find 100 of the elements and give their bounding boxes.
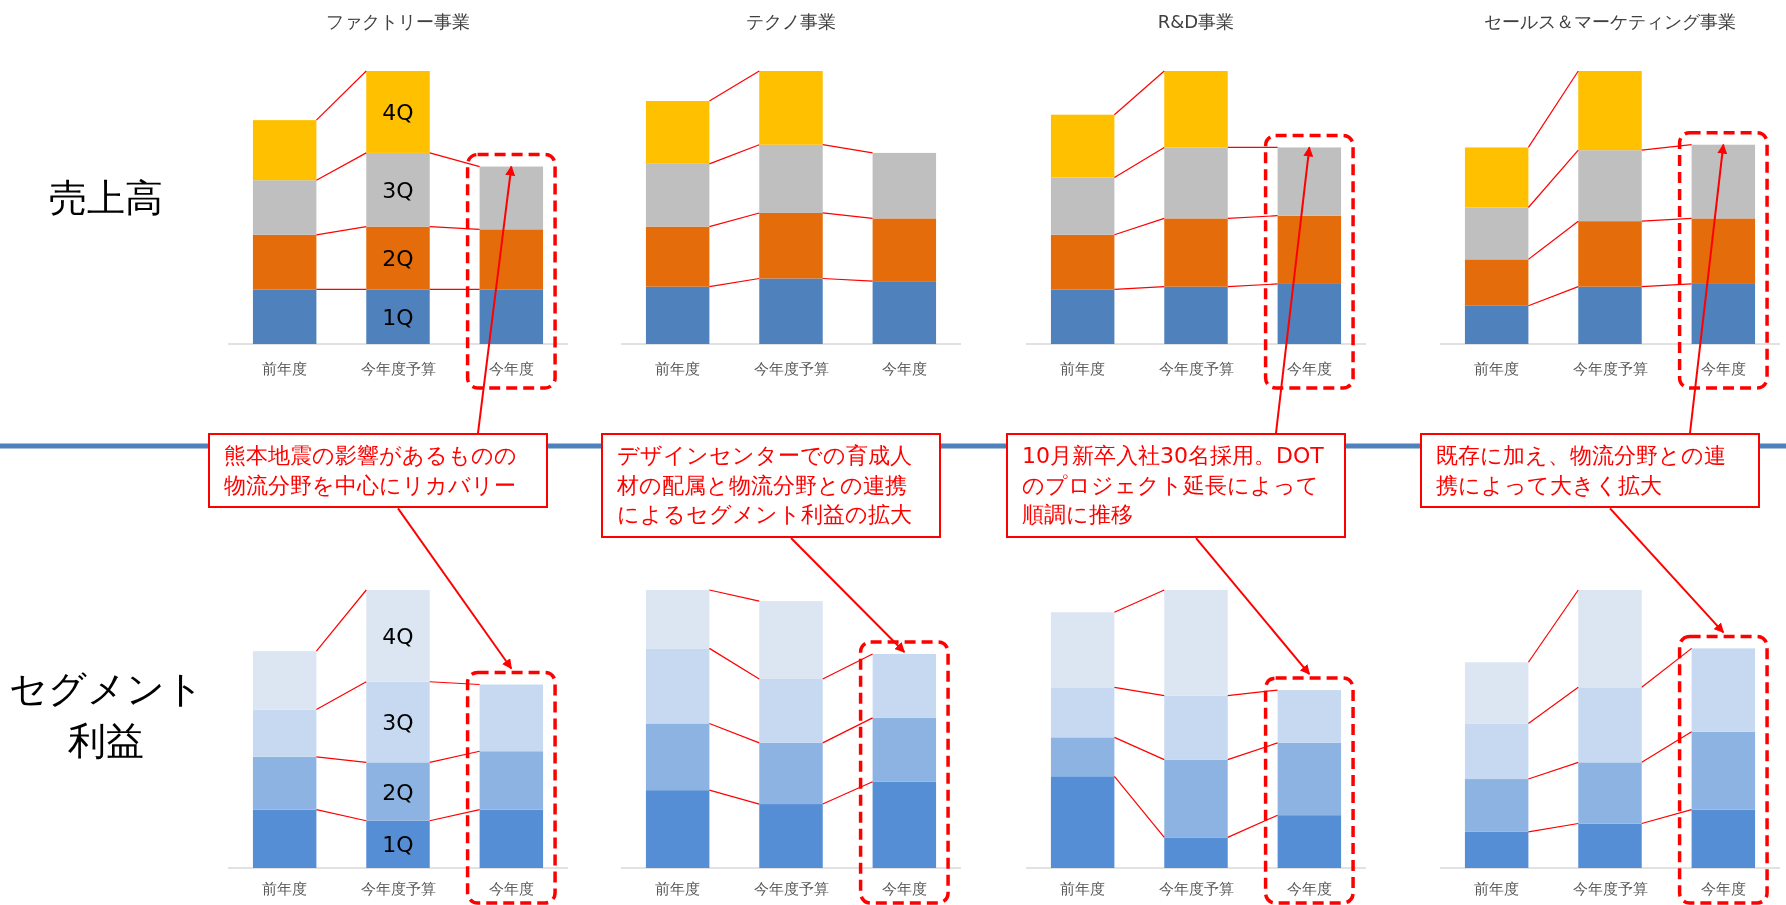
bar: [366, 681, 430, 763]
chart-title: ファクトリー事業: [326, 11, 470, 32]
bar: [759, 144, 823, 213]
bar: [1691, 283, 1756, 344]
bar: [1164, 759, 1228, 838]
chart-title: セールス＆マーケティング事業: [1484, 11, 1736, 32]
bar: [1050, 687, 1115, 738]
bar: [1464, 779, 1529, 832]
series-label: 4Q: [382, 99, 414, 125]
chart-title: テクノ事業: [746, 11, 836, 32]
bar: [872, 152, 937, 219]
series-label: 3Q: [382, 710, 414, 736]
bar: [872, 281, 937, 344]
bar: [645, 286, 710, 344]
bar: [252, 809, 317, 868]
bar: [252, 756, 317, 810]
bar: [759, 601, 823, 679]
bar: [1691, 144, 1756, 219]
bar: [1464, 831, 1529, 868]
x-tick-label: 今年度予算: [360, 880, 436, 898]
bar: [252, 709, 317, 757]
y-axis-title: セグメント利益: [8, 667, 204, 763]
bar: [479, 684, 544, 752]
annotation: 10月新卒入社30名採用。DOTのプロジェクト延長によって順調に推移: [1006, 433, 1346, 539]
bar: [645, 101, 710, 164]
annotation: 熊本地震の影響があるものの物流分野を中心にリカバリー: [208, 433, 548, 509]
bar: [1578, 687, 1642, 763]
bar: [1691, 809, 1756, 868]
bar: [1464, 305, 1529, 344]
x-tick-label: 今年度: [488, 880, 534, 898]
bar: [1578, 150, 1642, 222]
bar: [1164, 695, 1228, 760]
x-tick-label: 前年度: [262, 880, 308, 898]
bar: [1164, 837, 1228, 868]
bar: [252, 120, 317, 181]
bar: [872, 717, 937, 782]
bar: [1277, 742, 1342, 816]
bar: [1164, 286, 1228, 344]
x-tick-label: 今年度: [488, 360, 534, 378]
bar: [645, 163, 710, 227]
bar: [1578, 71, 1642, 151]
bar: [1050, 234, 1115, 290]
bar: [366, 71, 430, 153]
bar: [1578, 221, 1642, 287]
annotation: デザインセンターでの育成人材の配属と物流分野との連携によるセグメント利益の拡大: [601, 433, 941, 539]
bar: [252, 180, 317, 235]
bar: [366, 152, 430, 227]
bar: [1164, 147, 1228, 219]
bar: [1050, 776, 1115, 868]
bar: [759, 71, 823, 145]
bar: [759, 212, 823, 279]
bar: [479, 809, 544, 868]
bar: [1277, 690, 1342, 743]
bar: [1050, 737, 1115, 777]
x-tick-label: 今年度: [1286, 360, 1332, 378]
bar: [1164, 590, 1228, 696]
series-label: 2Q: [382, 779, 414, 805]
x-tick-label: 前年度: [262, 360, 308, 378]
x-tick-label: 今年度: [881, 880, 927, 898]
chart-title: R&D事業: [1157, 11, 1235, 32]
bar: [252, 289, 317, 344]
bar: [479, 289, 544, 344]
bar: [759, 278, 823, 344]
bar: [366, 289, 430, 344]
series-label: 3Q: [382, 177, 414, 203]
bar: [872, 781, 937, 868]
bar: [1578, 286, 1642, 344]
bar: [759, 742, 823, 805]
bar: [1277, 283, 1342, 344]
y-axis-title: 売上高: [49, 176, 163, 220]
bar: [1464, 662, 1529, 724]
series-label: 1Q: [382, 304, 414, 330]
bar: [1050, 612, 1115, 688]
x-tick-label: 前年度: [655, 360, 701, 378]
bar: [1578, 590, 1642, 688]
x-tick-label: 今年度予算: [1158, 880, 1234, 898]
bar: [872, 653, 937, 718]
bar: [1050, 289, 1115, 344]
bar: [1277, 215, 1342, 284]
x-tick-label: 今年度予算: [753, 880, 829, 898]
x-tick-label: 今年度予算: [1572, 880, 1648, 898]
bar: [1050, 177, 1115, 235]
bar: [645, 226, 710, 287]
bar: [1464, 259, 1529, 306]
series-label: 4Q: [382, 623, 414, 649]
x-tick-label: 今年度予算: [753, 360, 829, 378]
bar: [1578, 823, 1642, 868]
bar: [872, 218, 937, 282]
bar: [1277, 147, 1342, 216]
bar: [1578, 762, 1642, 824]
bar: [252, 234, 317, 290]
bar: [759, 804, 823, 868]
x-tick-label: 前年度: [1474, 880, 1520, 898]
x-tick-label: 今年度予算: [360, 360, 436, 378]
bar: [645, 590, 710, 649]
x-tick-label: 今年度: [1286, 880, 1332, 898]
bar: [479, 751, 544, 810]
bar: [645, 648, 710, 724]
x-tick-label: 前年度: [1060, 880, 1106, 898]
series-label: 1Q: [382, 832, 414, 858]
